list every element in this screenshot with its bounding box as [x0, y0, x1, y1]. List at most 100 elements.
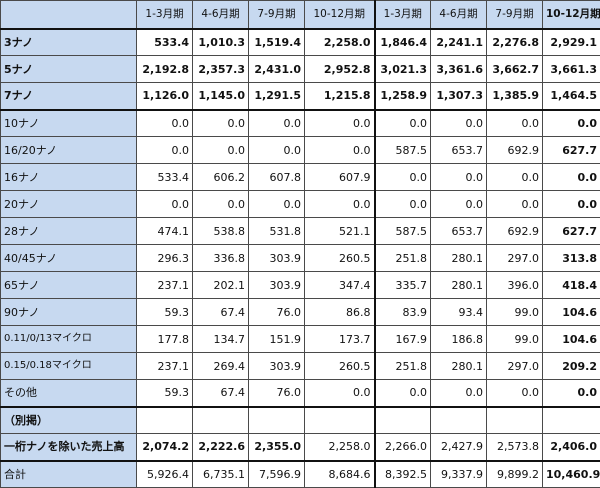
value-cell: 251.8 [375, 353, 431, 380]
value-cell: 9,899.2 [487, 461, 543, 488]
value-cell: 99.0 [487, 326, 543, 353]
value-cell: 0.0 [193, 191, 249, 218]
value-cell: 607.9 [305, 164, 375, 191]
row-label: 10ナノ [1, 110, 137, 137]
value-cell: 9,337.9 [431, 461, 487, 488]
value-cell: 692.9 [487, 137, 543, 164]
value-cell: 1,519.4 [249, 29, 305, 56]
row-label: 40/45ナノ [1, 245, 137, 272]
value-cell: 2,241.1 [431, 29, 487, 56]
value-cell: 5,926.4 [137, 461, 193, 488]
row-label: 20ナノ [1, 191, 137, 218]
column-header: 10-12月期 [305, 1, 375, 29]
value-cell: 8,392.5 [375, 461, 431, 488]
value-cell: 1,215.8 [305, 83, 375, 110]
value-cell: 104.6 [543, 299, 600, 326]
value-cell: 2,431.0 [249, 56, 305, 83]
row-label: 65ナノ [1, 272, 137, 299]
value-cell: 0.0 [431, 380, 487, 407]
value-cell: 0.0 [487, 380, 543, 407]
column-header: 7-9月期 [249, 1, 305, 29]
value-cell: 2,573.8 [487, 434, 543, 461]
total-label: 合計 [1, 461, 137, 488]
value-cell: 1,010.3 [193, 29, 249, 56]
value-cell: 10,460.9 [543, 461, 600, 488]
value-cell: 67.4 [193, 299, 249, 326]
value-cell: 280.1 [431, 245, 487, 272]
excluding-label: 一桁ナノを除いた売上高 [1, 434, 137, 461]
value-cell: 0.0 [249, 137, 305, 164]
value-cell: 269.4 [193, 353, 249, 380]
value-cell: 7,596.9 [249, 461, 305, 488]
column-header: 4-6月期 [431, 1, 487, 29]
value-cell: 0.0 [305, 110, 375, 137]
value-cell: 0.0 [137, 110, 193, 137]
value-cell: 0.0 [375, 191, 431, 218]
value-cell: 653.7 [431, 137, 487, 164]
value-cell: 531.8 [249, 218, 305, 245]
column-header: 1-3月期 [375, 1, 431, 29]
value-cell: 202.1 [193, 272, 249, 299]
value-cell: 533.4 [137, 29, 193, 56]
row-label: 0.11/0/13マイクロ [1, 326, 137, 353]
value-cell: 0.0 [431, 164, 487, 191]
value-cell: 86.8 [305, 299, 375, 326]
value-cell: 303.9 [249, 353, 305, 380]
value-cell: 0.0 [543, 380, 600, 407]
column-header: 10-12月期 [543, 1, 600, 29]
value-cell: 0.0 [431, 191, 487, 218]
value-cell: 104.6 [543, 326, 600, 353]
row-label: 0.15/0.18マイクロ [1, 353, 137, 380]
value-cell: 3,021.3 [375, 56, 431, 83]
value-cell: 303.9 [249, 245, 305, 272]
value-cell: 8,684.6 [305, 461, 375, 488]
value-cell: 607.8 [249, 164, 305, 191]
value-cell: 237.1 [137, 353, 193, 380]
value-cell: 167.9 [375, 326, 431, 353]
value-cell: 396.0 [487, 272, 543, 299]
value-cell: 0.0 [375, 380, 431, 407]
value-cell: 587.5 [375, 218, 431, 245]
value-cell: 1,385.9 [487, 83, 543, 110]
value-cell: 653.7 [431, 218, 487, 245]
value-cell: 2,258.0 [305, 434, 375, 461]
value-cell: 251.8 [375, 245, 431, 272]
value-cell: 627.7 [543, 137, 600, 164]
value-cell: 2,929.1 [543, 29, 600, 56]
value-cell: 2,952.8 [305, 56, 375, 83]
value-cell: 0.0 [193, 110, 249, 137]
value-cell: 0.0 [137, 191, 193, 218]
value-cell: 1,126.0 [137, 83, 193, 110]
row-label: 16/20ナノ [1, 137, 137, 164]
row-label: 5ナノ [1, 56, 137, 83]
value-cell: 260.5 [305, 245, 375, 272]
value-cell: 186.8 [431, 326, 487, 353]
empty-cell [137, 407, 193, 434]
column-header: 7-9月期 [487, 1, 543, 29]
value-cell: 2,266.0 [375, 434, 431, 461]
value-cell: 0.0 [375, 110, 431, 137]
value-cell: 2,258.0 [305, 29, 375, 56]
value-cell: 151.9 [249, 326, 305, 353]
empty-cell [375, 407, 431, 434]
value-cell: 0.0 [543, 191, 600, 218]
row-label: 28ナノ [1, 218, 137, 245]
value-cell: 0.0 [249, 110, 305, 137]
value-cell: 2,355.0 [249, 434, 305, 461]
value-cell: 627.7 [543, 218, 600, 245]
value-cell: 280.1 [431, 272, 487, 299]
